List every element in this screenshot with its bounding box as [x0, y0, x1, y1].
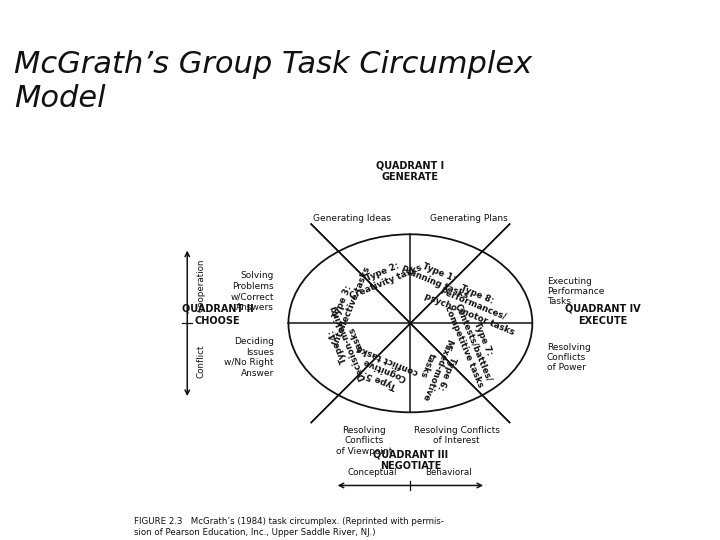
Text: Type 4:
Decision-making
tasks: Type 4: Decision-making tasks: [318, 299, 377, 386]
Text: McGrath’s Group Task Circumplex
Model: McGrath’s Group Task Circumplex Model: [14, 50, 533, 113]
Text: Deciding
Issues
w/No Right
Answer: Deciding Issues w/No Right Answer: [225, 338, 274, 377]
Text: Executing
Performance
Tasks: Executing Performance Tasks: [547, 276, 604, 307]
Text: QUADRANT III
NEGOTIATE: QUADRANT III NEGOTIATE: [373, 449, 448, 471]
Text: Resolving
Conflicts
of Viewpoint: Resolving Conflicts of Viewpoint: [336, 426, 392, 456]
Text: QUADRANT I
GENERATE: QUADRANT I GENERATE: [377, 160, 444, 181]
Text: Conflict: Conflict: [196, 345, 205, 378]
Text: Resolving Conflicts
of Interest: Resolving Conflicts of Interest: [414, 426, 500, 445]
Text: Type 3:
Intellective tasks: Type 3: Intellective tasks: [323, 261, 372, 347]
Text: Generating Ideas: Generating Ideas: [313, 214, 391, 224]
Text: Resolving
Conflicts
of Power: Resolving Conflicts of Power: [547, 342, 590, 373]
Text: Generating Plans: Generating Plans: [430, 214, 508, 224]
Text: Type 6:
Mixed-motive
tasks: Type 6: Mixed-motive tasks: [410, 333, 463, 406]
Text: Conceptual: Conceptual: [348, 468, 397, 477]
Text: Solving
Problems
w/Correct
Answers: Solving Problems w/Correct Answers: [230, 272, 274, 312]
Text: QUADRANT II
CHOOSE: QUADRANT II CHOOSE: [182, 304, 253, 326]
Text: Type 5:
Cognitive
conflict tasks: Type 5: Cognitive conflict tasks: [348, 343, 420, 396]
Text: Type 7:
Contests/battles/
competitive tasks: Type 7: Contests/battles/ competitive ta…: [443, 296, 504, 388]
Text: Type 1:
Planning tasks: Type 1: Planning tasks: [400, 254, 473, 300]
Text: Cooperation: Cooperation: [196, 259, 205, 312]
Text: FIGURE 2.3   McGrath’s (1984) task circumplex. (Reprinted with permis-
sion of P: FIGURE 2.3 McGrath’s (1984) task circump…: [134, 517, 444, 537]
Text: Type 8:
Performances/
psycho-motor tasks: Type 8: Performances/ psycho-motor tasks: [423, 272, 524, 336]
Text: Type 2:
Creativity tasks: Type 2: Creativity tasks: [345, 254, 423, 301]
Text: QUADRANT IV
EXECUTE: QUADRANT IV EXECUTE: [565, 304, 641, 326]
Text: Behavioral: Behavioral: [425, 468, 472, 477]
